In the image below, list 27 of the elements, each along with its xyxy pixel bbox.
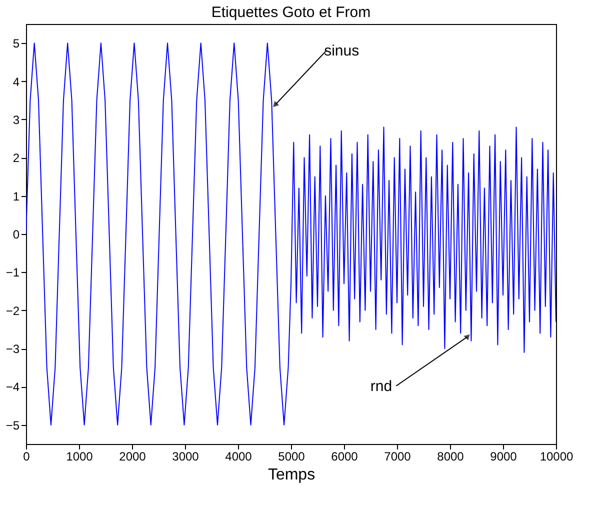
x-tick-label: 0	[23, 450, 30, 464]
y-tick-label: −4	[6, 380, 20, 394]
x-tick-label: 3000	[172, 450, 200, 464]
annotation: sinus	[324, 42, 360, 60]
x-tick-label: 8000	[437, 450, 464, 464]
x-tick-label: 7000	[384, 450, 412, 464]
chart-title: Etiquettes Goto et From	[211, 4, 371, 21]
y-tick-label: −1	[6, 266, 20, 280]
y-tick-label: 0	[12, 228, 20, 242]
x-tick-label: 4000	[225, 450, 252, 464]
x-tick-label: 1000	[66, 450, 94, 464]
x-axis-title: Temps	[268, 466, 316, 484]
y-tick-label: 5	[12, 36, 20, 51]
x-tick-label: 5000	[278, 450, 306, 464]
x-tick-label: 2000	[119, 450, 146, 464]
y-tick-label: 2	[12, 151, 20, 166]
y-tick-label: −2	[6, 304, 20, 318]
annotation: rnd	[370, 378, 392, 395]
y-tick-label: 4	[12, 74, 20, 89]
y-tick-label: −5	[6, 418, 20, 432]
y-tick-label: 1	[12, 189, 20, 204]
x-tick-label: 10000	[540, 450, 574, 464]
y-tick-label: 3	[12, 112, 20, 127]
y-tick-label: −3	[6, 342, 20, 356]
line-series	[26, 42, 556, 426]
x-tick-label: 9000	[490, 450, 518, 464]
x-tick-label: 6000	[331, 450, 358, 464]
